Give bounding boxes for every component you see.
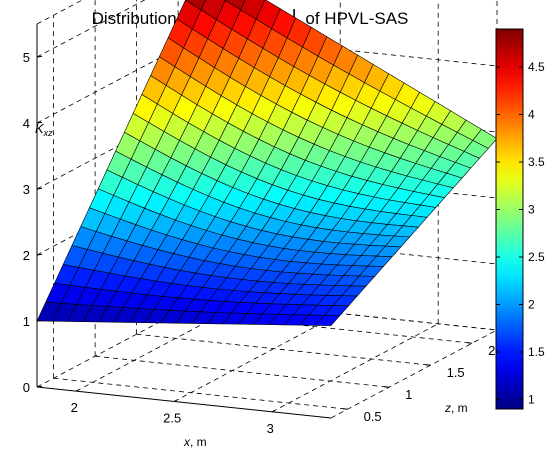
y-axis-label: z, m	[444, 401, 468, 415]
z-tick-label: 5	[23, 50, 30, 65]
colorbar-tick-label: 4	[528, 108, 535, 122]
colorbar: 1 1.5 2 2.5 3 3.5 4 4.5	[495, 28, 545, 410]
box-edge	[36, 0, 84, 25]
y-tick-label: 0.5	[364, 409, 382, 424]
x-tick-mark	[75, 389, 79, 392]
z-tick-label: 3	[23, 182, 30, 197]
floor-grid-line	[136, 333, 431, 366]
x-tick-label: 3	[267, 421, 274, 436]
colorbar-tick-label: 1.5	[528, 345, 545, 359]
floor-grid-line	[53, 377, 348, 410]
colorbar-tick-label: 3.5	[528, 155, 545, 169]
z-tick-label: 2	[23, 248, 30, 263]
y-tick-label: 2	[488, 343, 495, 358]
floor-grid-line	[272, 323, 439, 413]
colorbar-tick-label: 4.5	[528, 60, 545, 74]
y-tick-mark	[425, 364, 431, 366]
surface-patch	[315, 315, 341, 326]
colorbar-tick-label: 2.5	[528, 250, 545, 264]
z-tick-mark	[36, 385, 43, 388]
y-tick-mark	[342, 408, 348, 410]
x-tick-label: 2.5	[163, 410, 181, 425]
colorbar-tick-label: 1	[528, 393, 535, 407]
y-tick-mark	[384, 386, 390, 388]
z-tick-label: 0	[23, 380, 30, 395]
colorbar-scale	[495, 28, 524, 410]
z-tick-mark	[36, 121, 43, 124]
wall-grid-line	[36, 0, 146, 58]
y-tick-mark	[467, 342, 473, 344]
x-axis-label: x, m	[183, 435, 207, 449]
x-tick-mark	[271, 410, 275, 413]
axis-ticks: 0 1 2 3 4 5 2 2.5 3 0.5 1 1.5 2	[23, 50, 496, 436]
z-tick-label: 4	[23, 116, 30, 131]
box-edge	[330, 329, 498, 419]
floor-grid-line	[95, 355, 390, 388]
z-tick-mark	[36, 253, 43, 256]
surface	[36, 0, 498, 326]
axis-labels: Kxz x, m z, m	[35, 121, 468, 449]
x-axis-line	[36, 386, 332, 419]
y-tick-label: 1	[405, 387, 412, 402]
colorbar-tick-label: 3	[528, 203, 535, 217]
floor-grid-line	[174, 313, 341, 402]
x-tick-label: 2	[71, 400, 78, 415]
x-tick-mark	[173, 399, 177, 402]
y-tick-label: 1.5	[447, 365, 465, 380]
z-tick-mark	[36, 55, 43, 58]
z-axis-label: Kxz	[35, 121, 53, 138]
z-tick-label: 1	[23, 314, 30, 329]
colorbar-tick-label: 2	[528, 298, 535, 312]
z-tick-mark	[36, 187, 43, 190]
z-tick-mark	[36, 319, 43, 322]
